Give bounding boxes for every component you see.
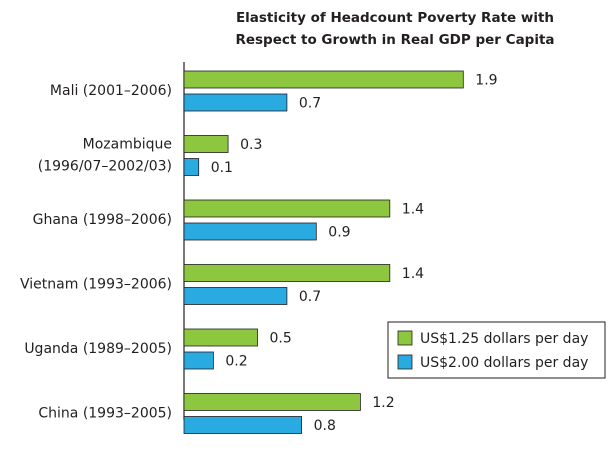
value-label: 1.9: [475, 73, 497, 89]
value-label: 1.4: [402, 202, 424, 218]
value-label: 0.2: [225, 354, 247, 370]
value-label: 1.4: [402, 266, 424, 282]
bar: [183, 287, 288, 305]
value-label: 0.9: [328, 225, 350, 241]
bar: [183, 393, 361, 411]
bar: [183, 158, 200, 176]
y-tick-label: Uganda (1989–2005): [24, 341, 172, 357]
y-tick-label: Mali (2001–2006): [50, 83, 172, 99]
y-tick-label: Ghana (1998–2006): [33, 212, 172, 228]
value-label: 0.7: [299, 289, 321, 305]
legend-swatch: [397, 354, 413, 370]
legend-swatch: [397, 330, 413, 346]
bar: [183, 70, 464, 89]
bar: [183, 328, 258, 347]
y-tick-label: China (1993–2005): [38, 406, 172, 422]
value-label: 0.7: [299, 96, 321, 112]
chart-title: Elasticity of Headcount Poverty Rate wit…: [236, 10, 554, 26]
value-label: 0.8: [314, 418, 336, 434]
legend-box: [387, 321, 606, 379]
bar: [183, 199, 391, 218]
y-tick-label: Mozambique: [83, 137, 172, 153]
value-label: 0.1: [211, 160, 233, 176]
bar: [183, 264, 391, 282]
legend-label: US$1.25 dollars per day: [420, 331, 588, 347]
bar: [183, 93, 288, 112]
bar: [183, 222, 317, 241]
y-tick-label: (1996/07–2002/03): [38, 159, 172, 175]
legend-label: US$2.00 dollars per day: [420, 355, 588, 371]
bar: [183, 416, 302, 434]
chart-title: Respect to Growth in Real GDP per Capita: [235, 32, 554, 48]
value-label: 0.3: [240, 137, 262, 153]
bar: [183, 351, 214, 370]
value-label: 0.5: [270, 331, 292, 347]
value-label: 1.2: [372, 395, 394, 411]
y-tick-label: Vietnam (1993–2006): [20, 277, 172, 293]
bar: [183, 135, 229, 153]
